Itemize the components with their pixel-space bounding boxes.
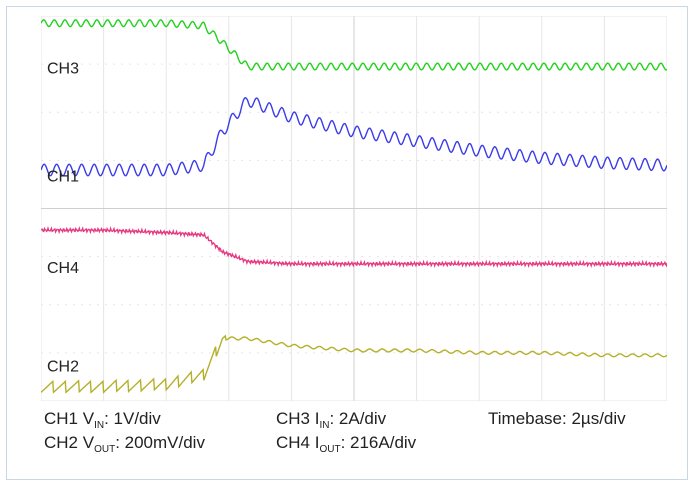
figure-frame [6, 6, 688, 480]
trace-label-ch1: CH1 [47, 169, 79, 186]
trace-label-ch3: CH3 [47, 60, 79, 77]
trace-label-ch2: CH2 [47, 359, 79, 376]
trace-ch3 [41, 19, 667, 71]
trace-label-ch4: CH4 [47, 260, 79, 277]
legend-timebase: Timebase: 2µs/div [488, 409, 626, 428]
legend-ch1: CH1 VIN: 1V/div [44, 409, 161, 431]
legend-ch4: CH4 IOUT: 216A/div [276, 433, 417, 455]
scope-traces [41, 19, 667, 394]
trace-labels: CH3 CH1 CH4 CH2 [47, 60, 79, 375]
trace-ch1 [41, 97, 667, 177]
trace-ch2 [41, 334, 667, 394]
legend-ch2: CH2 VOUT: 200mV/div [44, 433, 205, 455]
scope-grid [41, 16, 667, 401]
trace-ch4 [41, 225, 667, 269]
oscilloscope-plot: CH3 CH1 CH4 CH2 [41, 16, 667, 401]
legend-ch3: CH3 IIN: 2A/div [276, 409, 387, 431]
